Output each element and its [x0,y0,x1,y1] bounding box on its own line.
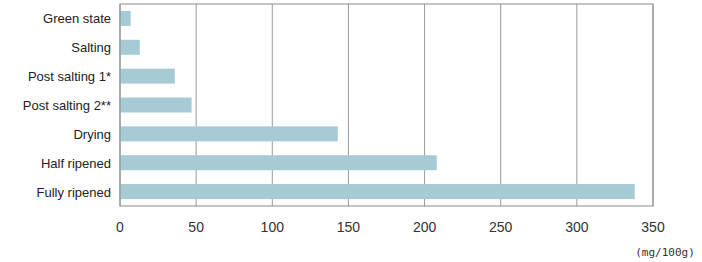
grid-line [576,4,577,206]
category-label: Salting [71,40,111,55]
grid-line [196,4,197,206]
bar [120,69,175,84]
chart-container: 0 50 100 150 200 250 300 350 Green state Salting P… [0,0,702,262]
tick-label: 100 [261,219,285,235]
tick-label: 50 [188,219,204,235]
grid-line [272,4,273,206]
tick-label: 350 [641,219,665,235]
bar [120,126,338,141]
category-label: Half ripened [41,156,111,171]
tick-label: 0 [116,219,124,235]
bar [120,184,635,199]
bar [120,98,192,113]
grid-line [348,4,349,206]
axis-label: (mg/100g) [635,246,695,259]
category-label: Post salting 2** [23,98,111,113]
grid-line [424,4,425,206]
bars [120,11,635,199]
tick-label: 200 [413,219,437,235]
category-label: Post salting 1* [28,69,111,84]
category-label: Fully ripened [37,185,111,200]
tick-label: 300 [565,219,589,235]
bar [120,155,437,170]
bar [120,40,140,55]
category-label: Drying [73,127,111,142]
chart-svg: 0 50 100 150 200 250 300 350 Green state Salting P… [0,0,702,262]
plot-frame [120,4,653,206]
category-label: Green state [43,11,111,26]
grid-line [500,4,501,206]
tick-label: 250 [489,219,513,235]
tick-label: 150 [337,219,361,235]
bar [120,11,131,26]
